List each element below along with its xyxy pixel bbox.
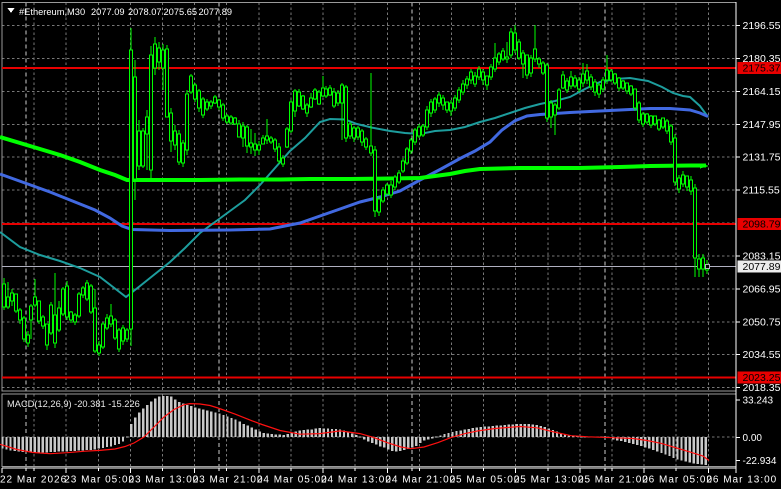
svg-text:26 Mar 05:00: 26 Mar 05:00 xyxy=(642,475,713,486)
svg-text:23 Mar 21:00: 23 Mar 21:00 xyxy=(193,475,264,486)
svg-text:2147.95: 2147.95 xyxy=(743,119,781,131)
svg-text:25 Mar 21:00: 25 Mar 21:00 xyxy=(578,475,649,486)
svg-text:2078.07: 2078.07 xyxy=(128,7,162,17)
svg-text:2175.37: 2175.37 xyxy=(743,63,781,75)
svg-text:24 Mar 05:00: 24 Mar 05:00 xyxy=(257,475,328,486)
svg-text:2077.09: 2077.09 xyxy=(91,7,125,17)
svg-text:2034.55: 2034.55 xyxy=(743,349,781,361)
svg-text:25 Mar 13:00: 25 Mar 13:00 xyxy=(514,475,585,486)
svg-text:2066.95: 2066.95 xyxy=(743,283,781,295)
svg-text:#Ethereum,M30: #Ethereum,M30 xyxy=(19,7,85,17)
svg-text:24 Mar 21:00: 24 Mar 21:00 xyxy=(385,475,456,486)
svg-text:2164.15: 2164.15 xyxy=(743,86,781,98)
svg-text:23 Mar 13:00: 23 Mar 13:00 xyxy=(128,475,199,486)
svg-text:2180.35: 2180.35 xyxy=(743,53,781,65)
svg-text:26 Mar 13:00: 26 Mar 13:00 xyxy=(706,475,777,486)
svg-text:33.243: 33.243 xyxy=(743,396,774,407)
svg-text:2131.75: 2131.75 xyxy=(743,152,781,164)
svg-text:MACD(12,26,9) -20.381 -15.226: MACD(12,26,9) -20.381 -15.226 xyxy=(7,399,140,409)
svg-text:2115.55: 2115.55 xyxy=(743,185,780,197)
svg-text:-22.934: -22.934 xyxy=(743,456,777,467)
svg-text:2075.65: 2075.65 xyxy=(164,7,198,17)
svg-text:2196.55: 2196.55 xyxy=(743,20,781,32)
svg-text:2098.79: 2098.79 xyxy=(743,219,781,231)
svg-text:23 Mar 05:00: 23 Mar 05:00 xyxy=(64,475,135,486)
svg-text:2077.89: 2077.89 xyxy=(199,7,233,17)
svg-text:2083.15: 2083.15 xyxy=(743,250,781,262)
svg-text:2023.25: 2023.25 xyxy=(743,372,781,384)
svg-text:24 Mar 13:00: 24 Mar 13:00 xyxy=(321,475,392,486)
svg-text:2050.75: 2050.75 xyxy=(743,316,781,328)
svg-text:25 Mar 05:00: 25 Mar 05:00 xyxy=(450,475,521,486)
svg-text:2018.35: 2018.35 xyxy=(743,382,781,394)
svg-text:0.00: 0.00 xyxy=(743,433,763,444)
svg-text:22 Mar 2026: 22 Mar 2026 xyxy=(0,475,67,486)
svg-text:2077.89: 2077.89 xyxy=(743,261,781,273)
